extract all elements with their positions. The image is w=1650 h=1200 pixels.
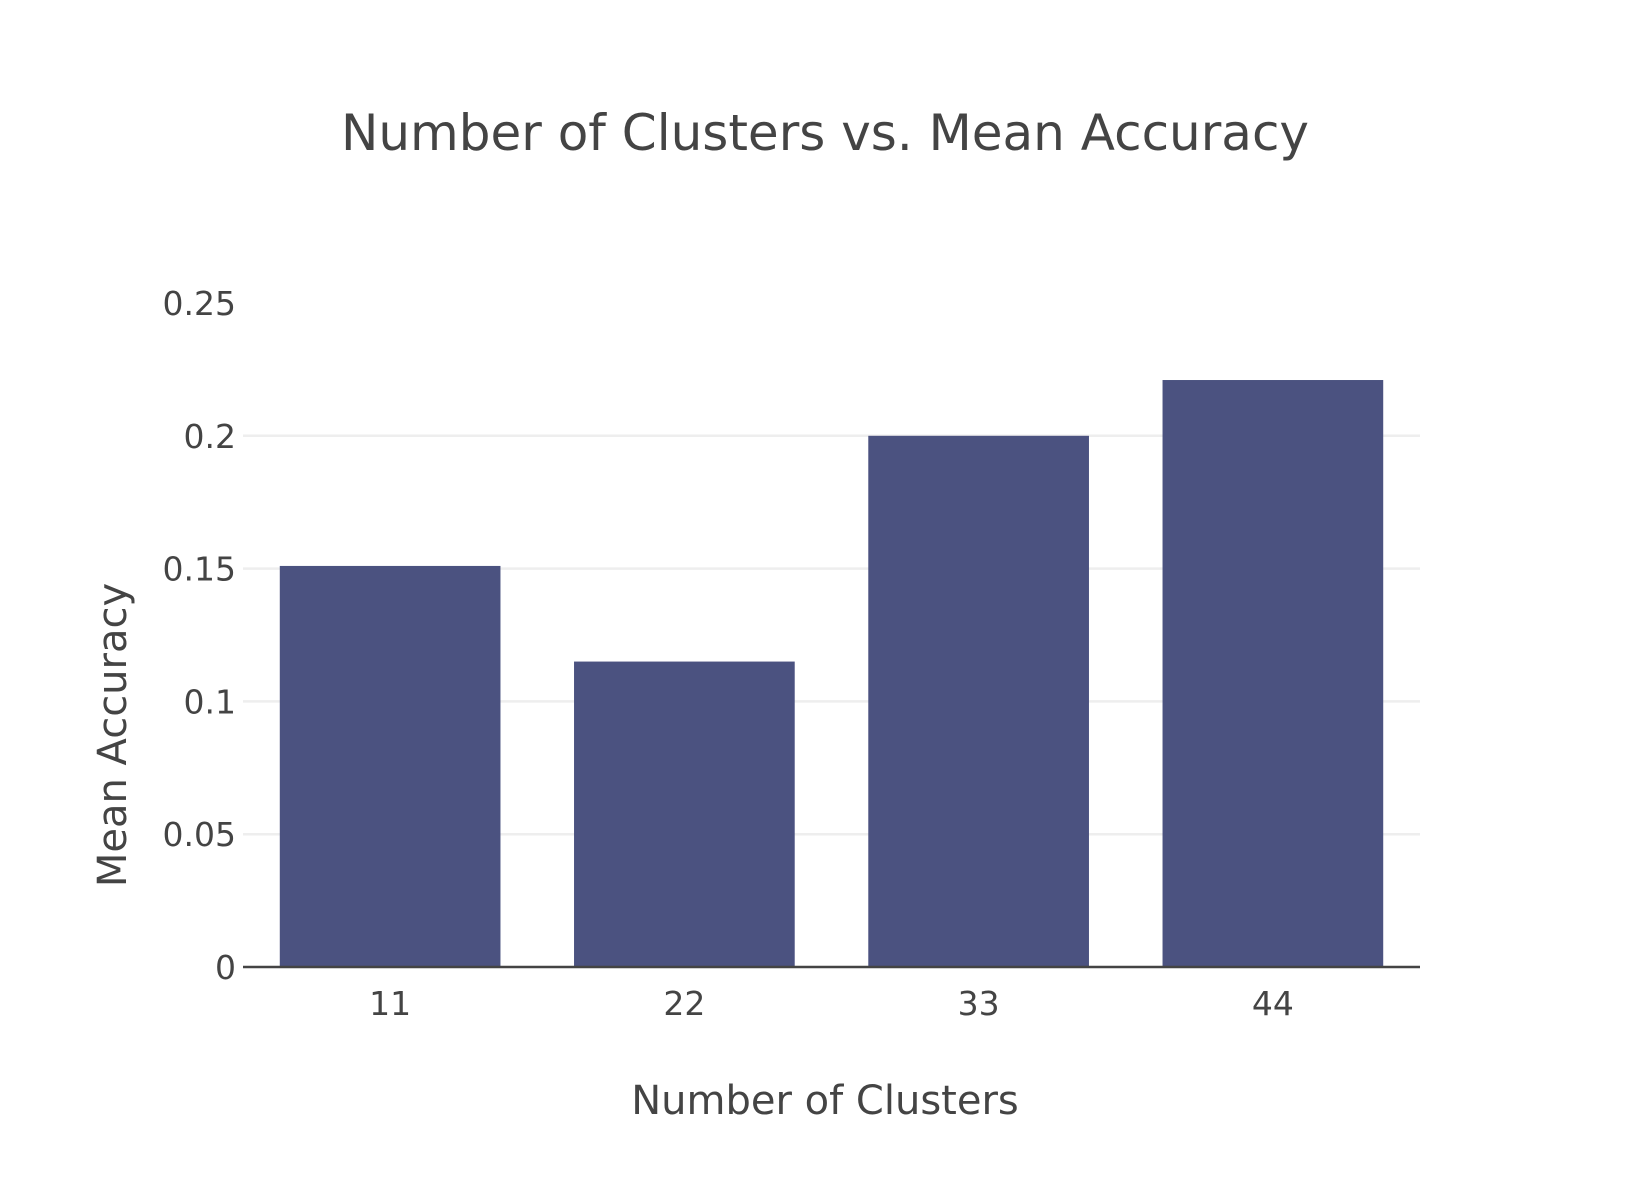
bar[interactable] bbox=[279, 565, 501, 967]
y-tick-label: 0 bbox=[215, 948, 236, 987]
bar[interactable] bbox=[868, 435, 1089, 967]
y-tick-label: 0.15 bbox=[163, 550, 236, 589]
x-tick-label: 44 bbox=[1252, 984, 1294, 1023]
y-tick-label: 0.1 bbox=[184, 682, 236, 721]
y-tick-label: 0.25 bbox=[163, 284, 236, 323]
x-tick-label: 22 bbox=[663, 984, 705, 1023]
y-axis-title: Mean Accuracy bbox=[90, 583, 136, 887]
x-tick-label: 33 bbox=[958, 984, 1000, 1023]
y-tick-label: 0.05 bbox=[163, 815, 236, 854]
bars bbox=[279, 380, 1384, 967]
chart-title: Number of Clusters vs. Mean Accuracy bbox=[341, 104, 1309, 162]
bar[interactable] bbox=[574, 661, 795, 967]
y-tick-label: 0.2 bbox=[184, 417, 236, 456]
y-tick-labels: 0 0.05 0.1 0.15 0.2 0.25 bbox=[163, 284, 236, 987]
bar[interactable] bbox=[1162, 380, 1384, 967]
x-tick-label: 11 bbox=[369, 984, 411, 1023]
x-axis-title: Number of Clusters bbox=[631, 1078, 1018, 1124]
x-tick-labels: 11 22 33 44 bbox=[369, 984, 1294, 1023]
